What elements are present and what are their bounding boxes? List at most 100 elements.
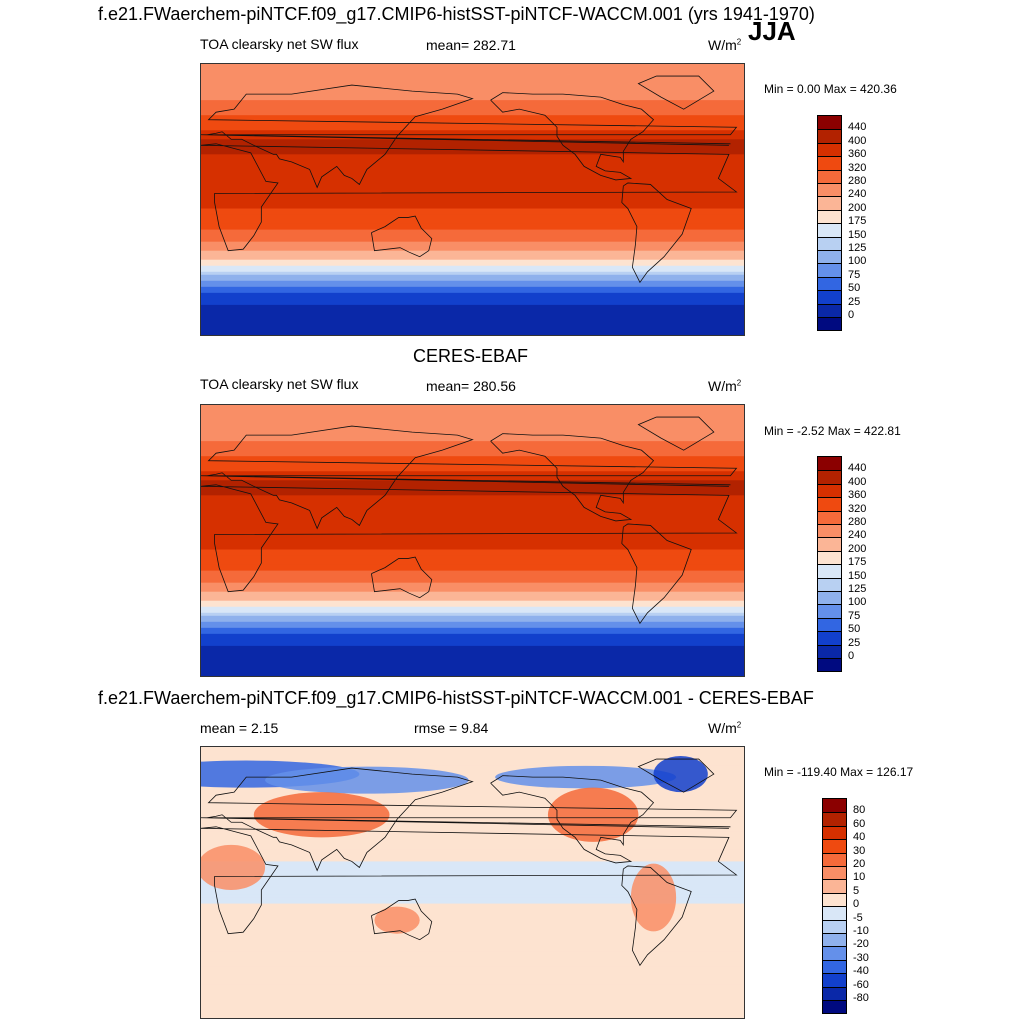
- colorbar-tick-label: 40: [853, 831, 866, 844]
- zonal-band: [201, 783, 744, 787]
- zonal-band: [201, 331, 744, 335]
- zonal-band: [201, 283, 744, 288]
- zonal-band: [201, 774, 744, 778]
- colorbar-box: [818, 457, 841, 471]
- zonal-band: [201, 564, 744, 569]
- colorbar-box: [818, 550, 841, 565]
- zonal-band: [201, 211, 744, 216]
- zonal-band: [201, 852, 744, 856]
- zonal-band: [201, 247, 744, 252]
- colorbar-boxes: [817, 456, 842, 673]
- colorbar-tick-label: 50: [848, 282, 861, 295]
- panel1-units: W/m2: [708, 37, 742, 53]
- zonal-band: [201, 441, 744, 445]
- zonal-band: [201, 91, 744, 95]
- panel2-minmax: Min = -2.52 Max = 422.81: [764, 424, 901, 438]
- zonal-band: [201, 750, 744, 754]
- zonal-band: [201, 423, 744, 427]
- zonal-band: [201, 642, 744, 647]
- zonal-band: [201, 121, 744, 125]
- colorbar-box: [823, 852, 846, 866]
- panel1-minmax: Min = 0.00 Max = 420.36: [764, 82, 897, 96]
- zonal-band: [201, 819, 744, 823]
- zonal-band: [201, 771, 744, 775]
- zonal-band: [201, 666, 744, 671]
- zonal-band: [201, 465, 744, 469]
- colorbar-tick-label: 360: [848, 148, 867, 161]
- zonal-band: [201, 768, 744, 772]
- zonal-band: [201, 118, 744, 122]
- zonal-band: [201, 157, 744, 161]
- colorbar-box: [818, 142, 841, 157]
- colorbar-box: [823, 986, 846, 1000]
- colorbar-tick-label: 125: [848, 242, 867, 254]
- coastline: [371, 556, 433, 599]
- zonal-band: [201, 432, 744, 436]
- zonal-band: [201, 870, 744, 875]
- colorbar-tick-label: 440: [848, 121, 867, 134]
- zonal-band: [201, 963, 744, 968]
- zonal-band: [201, 319, 744, 324]
- colorbar-box: [818, 524, 841, 538]
- colorbar-box: [823, 973, 846, 987]
- zonal-band: [201, 295, 744, 300]
- coastline: [621, 182, 692, 284]
- zonal-band: [201, 540, 744, 545]
- zonal-band: [201, 328, 744, 333]
- zonal-band: [201, 142, 744, 146]
- zonal-band: [201, 528, 744, 533]
- anomaly-patch: [265, 766, 469, 794]
- zonal-band: [201, 606, 744, 611]
- zonal-band: [201, 277, 744, 282]
- panel3-map: [200, 746, 745, 1019]
- zonal-band: [201, 846, 744, 850]
- colorbar-tick-label: 175: [848, 556, 867, 569]
- colorbar-box: [818, 223, 841, 237]
- colorbar-tick-label: -40: [853, 965, 869, 978]
- coastline: [201, 84, 738, 189]
- colorbar-tick-label: -20: [853, 938, 869, 951]
- zonal-band: [201, 990, 744, 995]
- anomaly-patch: [653, 756, 708, 793]
- zonal-band: [201, 468, 744, 472]
- colorbar-tick-label: 125: [848, 583, 867, 595]
- colorbar-box: [818, 510, 841, 524]
- colorbar-box: [823, 959, 846, 974]
- zonal-band: [201, 208, 744, 213]
- zonal-band: [201, 169, 744, 173]
- colorbar-tick-label: -80: [853, 992, 869, 1004]
- colorbar-box: [818, 169, 841, 183]
- zonal-band: [201, 76, 744, 80]
- coastline: [201, 484, 738, 593]
- zonal-band: [201, 549, 744, 554]
- zonal-band: [201, 945, 744, 950]
- colorbar-tick-label: 320: [848, 502, 867, 515]
- zonal-band: [201, 313, 744, 318]
- colorbar-box: [818, 129, 841, 143]
- zonal-band: [201, 127, 744, 131]
- panel3-units: W/m2: [708, 720, 742, 736]
- figure-title: f.e21.FWaerchem-piNTCF.f09_g17.CMIP6-his…: [98, 4, 815, 24]
- colorbar-tick-label: 50: [848, 623, 861, 636]
- zonal-band: [201, 112, 744, 116]
- colorbar-box: [823, 825, 846, 840]
- zonal-band: [201, 960, 744, 965]
- zonal-band: [201, 918, 744, 923]
- colorbar-box: [818, 470, 841, 484]
- zonal-band: [201, 567, 744, 572]
- panel1-map: [200, 63, 745, 336]
- zonal-band: [201, 435, 744, 439]
- colorbar-box: [818, 196, 841, 210]
- zonal-band: [201, 594, 744, 599]
- zonal-band: [201, 747, 744, 751]
- colorbar-tick-label: 280: [848, 175, 867, 187]
- colorbar-tick-label: 80: [853, 804, 866, 817]
- colorbar-box: [818, 497, 841, 511]
- zonal-band: [201, 873, 744, 878]
- zonal-band: [201, 507, 744, 511]
- coastline: [490, 433, 655, 522]
- zonal-band: [201, 202, 744, 207]
- zonal-band: [201, 88, 744, 92]
- zonal-band: [201, 636, 744, 641]
- colorbar-boxes: [822, 798, 847, 1015]
